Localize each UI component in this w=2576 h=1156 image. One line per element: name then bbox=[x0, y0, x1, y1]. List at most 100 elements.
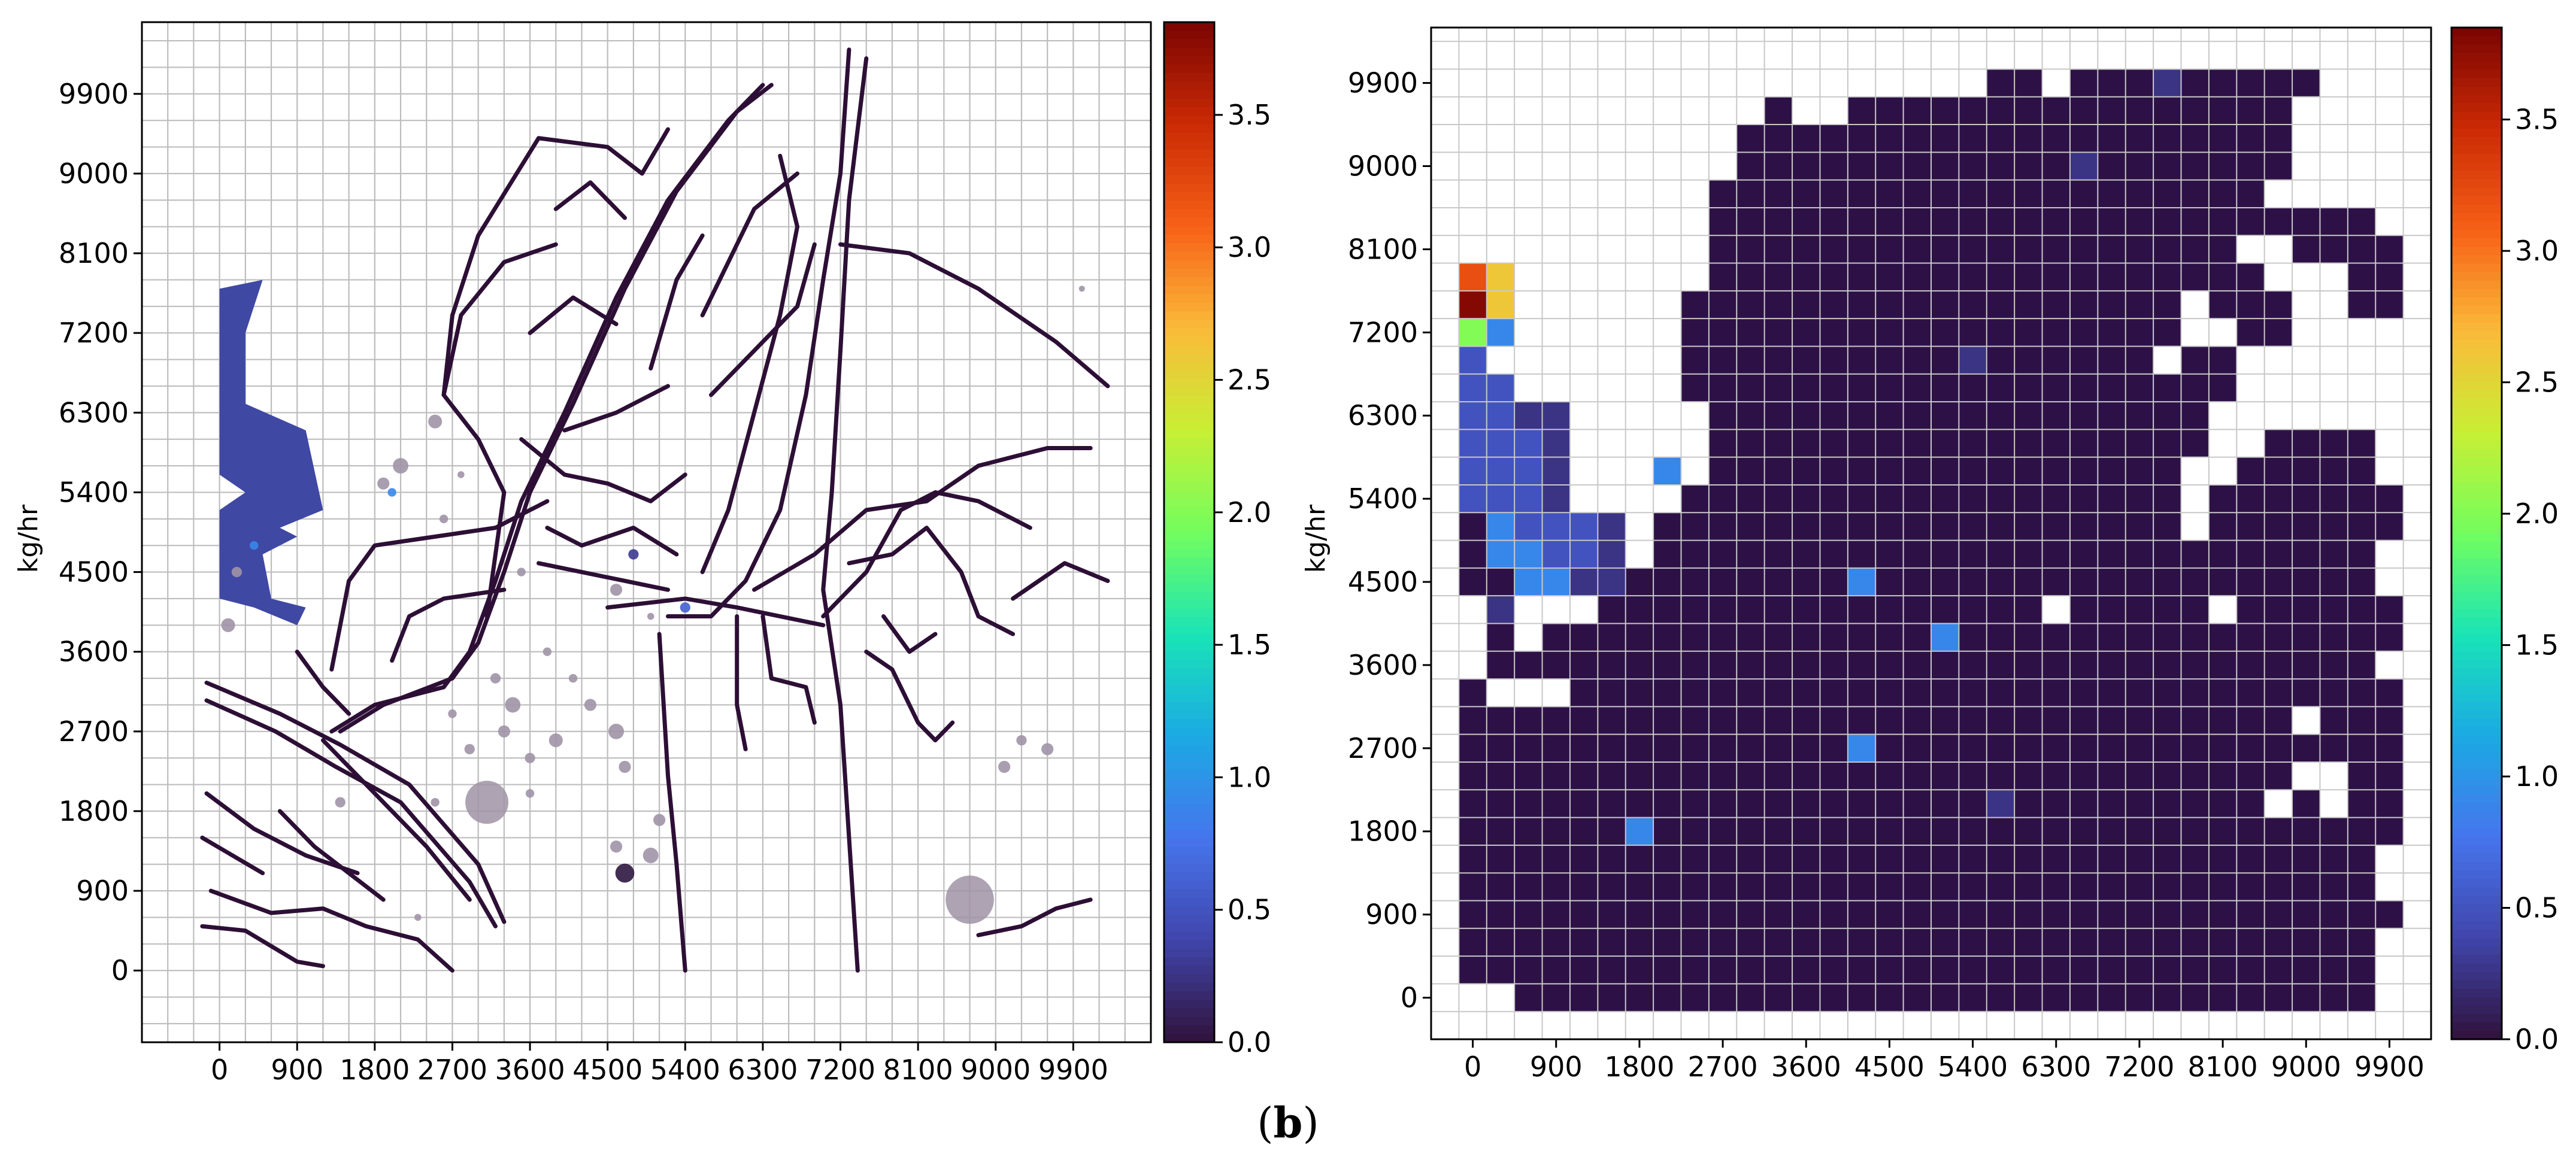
heatmap-cell bbox=[2208, 290, 2237, 319]
heatmap-cell bbox=[1681, 790, 1710, 818]
heatmap-cell bbox=[2181, 845, 2210, 873]
heatmap-cell bbox=[1986, 484, 2015, 513]
heatmap-cell bbox=[1820, 651, 1848, 679]
heatmap-cell bbox=[1959, 125, 1987, 153]
heatmap-cell bbox=[2264, 928, 2293, 957]
heatmap-cell bbox=[1931, 290, 1959, 319]
heatmap-cell bbox=[1486, 873, 1515, 901]
heatmap-cell bbox=[2292, 928, 2320, 957]
heatmap-cell bbox=[1708, 651, 1737, 679]
left-x-tick-label: 4500 bbox=[572, 1054, 643, 1086]
heatmap-cell bbox=[1681, 679, 1710, 707]
heatmap-cell bbox=[1792, 484, 1820, 513]
heatmap-cell bbox=[1653, 596, 1681, 624]
heatmap-cell bbox=[2236, 180, 2265, 208]
right-x-tick-label: 4500 bbox=[1854, 1051, 1925, 1083]
heatmap-cell bbox=[2236, 956, 2265, 984]
heatmap-cell bbox=[2125, 346, 2154, 375]
heatmap-cell bbox=[2208, 706, 2237, 735]
right-colorbar-band bbox=[2451, 154, 2502, 163]
heatmap-cell bbox=[1459, 790, 1487, 818]
heatmap-cell bbox=[1625, 845, 1654, 873]
heatmap-cell bbox=[2125, 540, 2154, 569]
heatmap-cell bbox=[1542, 623, 1571, 652]
heatmap-cell bbox=[2292, 956, 2320, 984]
left-colorbar-band bbox=[1164, 957, 1214, 967]
heatmap-cell bbox=[2320, 817, 2348, 846]
left-colorbar-band bbox=[1164, 863, 1214, 873]
heatmap-cell bbox=[1459, 429, 1487, 458]
heatmap-cell bbox=[2236, 623, 2265, 652]
heatmap-cell bbox=[2181, 928, 2210, 957]
heatmap-cell bbox=[1459, 512, 1487, 541]
heatmap-cell bbox=[1792, 873, 1820, 901]
heatmap-cell bbox=[2069, 845, 2098, 873]
heatmap-cell bbox=[1986, 457, 2015, 486]
heatmap-cell bbox=[2098, 69, 2126, 98]
right-colorbar-band bbox=[2451, 289, 2502, 298]
right-colorbar-band bbox=[2451, 600, 2502, 610]
heatmap-cell bbox=[1792, 180, 1820, 208]
heatmap-cell bbox=[2098, 125, 2126, 153]
left-colorbar-band bbox=[1164, 660, 1214, 669]
heatmap-cell bbox=[2125, 180, 2154, 208]
left-colorbar-band bbox=[1164, 413, 1214, 423]
road-line bbox=[657, 632, 687, 973]
right-colorbar-band bbox=[2451, 474, 2502, 484]
heatmap-cell bbox=[1542, 568, 1571, 596]
left-colorbar-band bbox=[1164, 490, 1214, 499]
left-colorbar-band bbox=[1164, 387, 1214, 397]
left-colorbar-band bbox=[1164, 966, 1214, 975]
left-colorbar-band bbox=[1164, 39, 1214, 48]
left-colorbar-band bbox=[1164, 855, 1214, 864]
heatmap-cell bbox=[1681, 873, 1710, 901]
heatmap-cell bbox=[2181, 790, 2210, 818]
heatmap-cell bbox=[2125, 96, 2154, 125]
heatmap-cell bbox=[1847, 679, 1876, 707]
heatmap-cell bbox=[1681, 318, 1710, 347]
right-colorbar-tick-label: 3.5 bbox=[2515, 104, 2559, 136]
left-colorbar-tick-label: 0.0 bbox=[1228, 1026, 1271, 1058]
heatmap-cell bbox=[1486, 540, 1515, 569]
heatmap-cell bbox=[1903, 374, 1932, 402]
left-colorbar-band bbox=[1164, 438, 1214, 448]
right-colorbar-band bbox=[2451, 196, 2502, 205]
heatmap-cell bbox=[1959, 429, 1987, 458]
heatmap-cell bbox=[1931, 706, 1959, 735]
heatmap-cell bbox=[1847, 873, 1876, 901]
left-colorbar-tick-label: 3.0 bbox=[1228, 231, 1271, 263]
heatmap-cell bbox=[1986, 956, 2015, 984]
right-colorbar-band bbox=[2451, 406, 2502, 416]
heatmap-cell bbox=[1569, 734, 1598, 763]
heatmap-cell bbox=[2347, 900, 2376, 929]
heatmap-cell bbox=[1653, 679, 1681, 707]
heatmap-cell bbox=[2042, 125, 2071, 153]
heatmap-cell bbox=[1486, 900, 1515, 929]
heatmap-cell bbox=[1820, 346, 1848, 375]
heatmap-cell bbox=[2320, 457, 2348, 486]
right-colorbar-band bbox=[2451, 609, 2502, 618]
left-colorbar-band bbox=[1164, 948, 1214, 958]
heatmap-cell bbox=[1931, 956, 1959, 984]
heatmap-cell bbox=[2042, 734, 2071, 763]
left-colorbar-band bbox=[1164, 532, 1214, 542]
heatmap-cell bbox=[1569, 817, 1598, 846]
heatmap-cell bbox=[1820, 207, 1848, 236]
heatmap-cell bbox=[2236, 457, 2265, 486]
heatmap-cell bbox=[2153, 568, 2181, 596]
heatmap-cell bbox=[2208, 761, 2237, 790]
heatmap-cell bbox=[2208, 984, 2237, 1012]
heatmap-cell bbox=[1875, 540, 1904, 569]
right-x-tick-label: 7200 bbox=[2104, 1051, 2174, 1083]
heatmap-cell bbox=[1598, 873, 1626, 901]
heatmap-cell bbox=[2153, 318, 2181, 347]
heatmap-cell bbox=[2181, 180, 2210, 208]
heatmap-cell bbox=[2069, 928, 2098, 957]
heatmap-cell bbox=[1847, 152, 1876, 181]
road-line bbox=[295, 650, 351, 716]
heatmap-cell bbox=[2236, 984, 2265, 1012]
heatmap-cell bbox=[1875, 346, 1904, 375]
left-colorbar-band bbox=[1164, 642, 1214, 652]
heatmap-cell bbox=[2125, 956, 2154, 984]
heatmap-cell bbox=[2208, 956, 2237, 984]
